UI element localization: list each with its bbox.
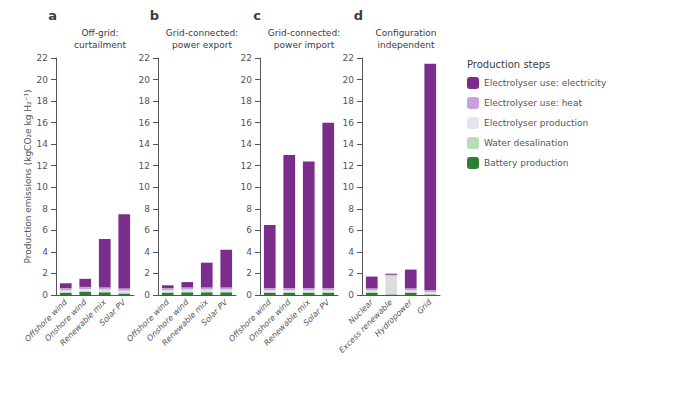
svg-text:10: 10	[241, 182, 253, 192]
svg-text:curtailment: curtailment	[74, 40, 126, 50]
svg-text:0: 0	[246, 290, 252, 300]
svg-text:Onshore wind: Onshore wind	[43, 297, 89, 344]
svg-text:Solar PV: Solar PV	[200, 297, 230, 327]
svg-text:Offshore wind: Offshore wind	[125, 297, 171, 344]
svg-text:Electrolyser use: heat: Electrolyser use: heat	[484, 98, 582, 108]
svg-text:10: 10	[139, 182, 151, 192]
svg-text:d: d	[354, 8, 363, 23]
svg-text:Electrolyser use: electricity: Electrolyser use: electricity	[484, 78, 607, 88]
svg-text:Offshore wind: Offshore wind	[23, 297, 69, 344]
svg-text:4: 4	[144, 247, 150, 257]
svg-text:8: 8	[348, 204, 354, 214]
svg-text:Onshore wind: Onshore wind	[247, 297, 293, 344]
svg-text:22: 22	[139, 53, 150, 63]
svg-text:Production steps: Production steps	[467, 59, 550, 70]
svg-text:c: c	[253, 8, 261, 23]
svg-text:12: 12	[241, 161, 252, 171]
svg-text:Off-grid:: Off-grid:	[81, 28, 118, 38]
svg-text:14: 14	[37, 139, 49, 149]
svg-text:0: 0	[348, 290, 354, 300]
svg-text:16: 16	[241, 118, 253, 128]
svg-text:power export: power export	[172, 40, 232, 50]
svg-text:12: 12	[37, 161, 48, 171]
svg-text:6: 6	[348, 225, 354, 235]
svg-text:16: 16	[343, 118, 355, 128]
svg-text:10: 10	[343, 182, 355, 192]
svg-text:independent: independent	[378, 40, 435, 50]
svg-text:6: 6	[42, 225, 48, 235]
svg-text:4: 4	[42, 247, 48, 257]
svg-text:10: 10	[37, 182, 49, 192]
svg-text:22: 22	[343, 53, 354, 63]
svg-text:0: 0	[144, 290, 150, 300]
svg-text:b: b	[150, 8, 159, 23]
svg-text:Configuration: Configuration	[375, 28, 436, 38]
svg-text:12: 12	[139, 161, 150, 171]
svg-text:2: 2	[246, 268, 252, 278]
svg-text:4: 4	[348, 247, 354, 257]
svg-text:Excess renewable: Excess renewable	[337, 297, 395, 355]
svg-text:2: 2	[348, 268, 354, 278]
svg-text:20: 20	[343, 75, 355, 85]
svg-text:18: 18	[139, 96, 151, 106]
svg-text:2: 2	[144, 268, 150, 278]
svg-text:Grid-connected:: Grid-connected:	[268, 28, 340, 38]
svg-text:16: 16	[139, 118, 151, 128]
svg-text:Water desalination: Water desalination	[484, 138, 568, 148]
svg-text:14: 14	[241, 139, 253, 149]
svg-text:a: a	[48, 8, 57, 23]
svg-text:Renewable mix: Renewable mix	[160, 297, 210, 348]
svg-text:Battery production: Battery production	[484, 158, 569, 168]
svg-text:22: 22	[241, 53, 252, 63]
svg-text:16: 16	[37, 118, 49, 128]
svg-text:Electrolyser production: Electrolyser production	[484, 118, 588, 128]
svg-text:0: 0	[42, 290, 48, 300]
svg-text:8: 8	[42, 204, 48, 214]
svg-text:6: 6	[246, 225, 252, 235]
svg-text:14: 14	[139, 139, 151, 149]
svg-text:Offshore wind: Offshore wind	[227, 297, 273, 344]
svg-text:14: 14	[343, 139, 355, 149]
svg-text:Nuclear: Nuclear	[346, 297, 375, 326]
svg-text:8: 8	[144, 204, 150, 214]
svg-text:18: 18	[241, 96, 253, 106]
svg-text:6: 6	[144, 225, 150, 235]
svg-text:20: 20	[37, 75, 49, 85]
svg-text:Renewable mix: Renewable mix	[262, 297, 312, 348]
svg-text:Renewable mix: Renewable mix	[58, 297, 108, 348]
svg-text:Solar PV: Solar PV	[98, 297, 128, 327]
svg-text:18: 18	[37, 96, 49, 106]
svg-text:Onshore wind: Onshore wind	[145, 297, 191, 344]
svg-text:Hydropower: Hydropower	[373, 297, 414, 338]
svg-text:22: 22	[37, 53, 48, 63]
svg-text:12: 12	[343, 161, 354, 171]
svg-text:4: 4	[246, 247, 252, 257]
svg-text:Grid-connected:: Grid-connected:	[166, 28, 238, 38]
svg-text:20: 20	[241, 75, 253, 85]
svg-text:18: 18	[343, 96, 355, 106]
svg-text:2: 2	[42, 268, 48, 278]
svg-text:Grid: Grid	[415, 297, 434, 316]
svg-text:power import: power import	[274, 40, 335, 50]
svg-text:20: 20	[139, 75, 151, 85]
svg-text:8: 8	[246, 204, 252, 214]
svg-text:Production emissions (kgCO₂e k: Production emissions (kgCO₂e kg H₂⁻¹)	[23, 89, 33, 263]
svg-text:Solar PV: Solar PV	[302, 297, 332, 327]
